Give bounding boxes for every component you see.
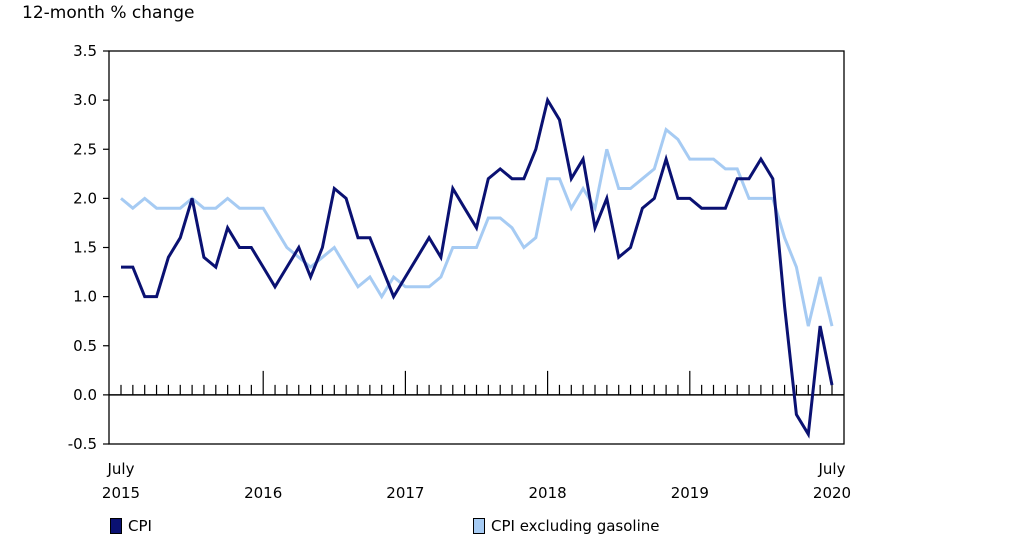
legend-label-cpi-excluding-gasoline: CPI excluding gasoline — [491, 517, 660, 535]
legend-swatch-cpi — [110, 518, 122, 534]
y-tick-label: 1.0 — [73, 288, 97, 306]
y-tick-label: 3.0 — [73, 91, 97, 109]
y-tick-label: 0.0 — [73, 386, 97, 404]
x-tick-label-year: 2017 — [386, 484, 424, 502]
y-tick-label: 2.0 — [73, 189, 97, 207]
x-tick-label-month: July — [818, 460, 846, 478]
x-tick-label-year: 2018 — [529, 484, 567, 502]
y-axis-unit-label: 12-month % change — [22, 3, 195, 23]
legend-swatch-cpi-excluding-gasoline — [473, 518, 485, 534]
y-tick-label: 0.5 — [73, 337, 97, 355]
x-tick-label-year: 2020 — [813, 484, 851, 502]
y-tick-label: -0.5 — [68, 435, 97, 453]
legend-item-cpi: CPI — [110, 517, 152, 535]
legend-label-cpi: CPI — [128, 517, 152, 535]
y-tick-label: 1.5 — [73, 239, 97, 257]
y-tick-label: 2.5 — [73, 140, 97, 158]
y-tick-label: 3.5 — [73, 42, 97, 60]
x-tick-label-month: July — [107, 460, 135, 478]
x-tick-label-year: 2019 — [671, 484, 709, 502]
x-tick-label-year: 2016 — [244, 484, 282, 502]
legend-item-cpi-excluding-gasoline: CPI excluding gasoline — [473, 517, 659, 535]
series-line-cpi-excluding-gasoline — [120, 126, 834, 327]
series-line-cpi — [121, 96, 834, 439]
x-tick-label-year: 2015 — [102, 484, 140, 502]
